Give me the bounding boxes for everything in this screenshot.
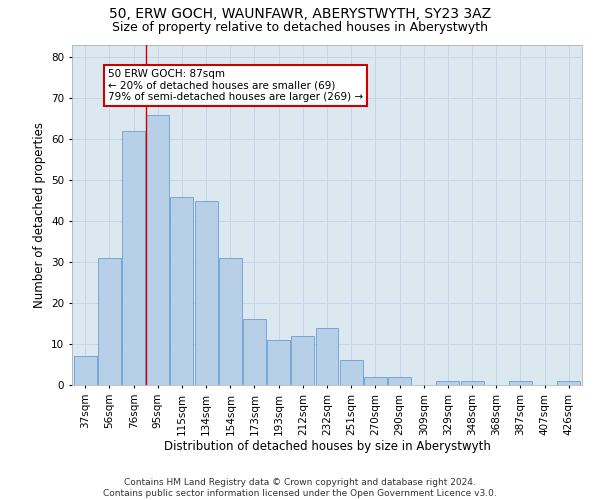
Bar — [509, 381, 532, 385]
Bar — [243, 320, 266, 385]
Bar — [461, 381, 484, 385]
Bar — [194, 200, 218, 385]
Bar — [436, 381, 460, 385]
Bar — [364, 377, 387, 385]
Bar — [316, 328, 338, 385]
Bar — [557, 381, 580, 385]
Text: 50 ERW GOCH: 87sqm
← 20% of detached houses are smaller (69)
79% of semi-detache: 50 ERW GOCH: 87sqm ← 20% of detached hou… — [108, 69, 363, 102]
Bar — [146, 114, 169, 385]
Bar — [170, 196, 193, 385]
X-axis label: Distribution of detached houses by size in Aberystwyth: Distribution of detached houses by size … — [164, 440, 490, 454]
Bar — [267, 340, 290, 385]
Y-axis label: Number of detached properties: Number of detached properties — [32, 122, 46, 308]
Bar — [122, 131, 145, 385]
Bar — [292, 336, 314, 385]
Text: Contains HM Land Registry data © Crown copyright and database right 2024.
Contai: Contains HM Land Registry data © Crown c… — [103, 478, 497, 498]
Text: Size of property relative to detached houses in Aberystwyth: Size of property relative to detached ho… — [112, 21, 488, 34]
Bar — [74, 356, 97, 385]
Bar — [388, 377, 411, 385]
Bar — [340, 360, 362, 385]
Bar — [98, 258, 121, 385]
Bar — [219, 258, 242, 385]
Text: 50, ERW GOCH, WAUNFAWR, ABERYSTWYTH, SY23 3AZ: 50, ERW GOCH, WAUNFAWR, ABERYSTWYTH, SY2… — [109, 8, 491, 22]
